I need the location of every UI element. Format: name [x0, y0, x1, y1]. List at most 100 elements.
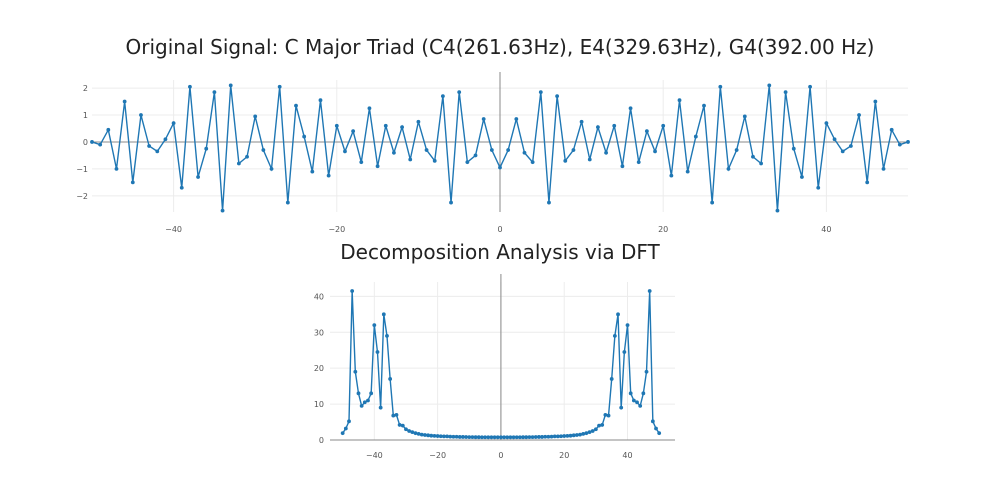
dft-data-point [442, 434, 446, 439]
signal-data-point [587, 157, 592, 162]
dft-data-point [454, 434, 459, 439]
chart-title-dft: Decomposition Analysis via DFT [340, 240, 660, 264]
signal-data-point [155, 149, 160, 154]
signal-data-point [106, 127, 111, 132]
signal-data-point [669, 173, 674, 178]
signal-data-point [343, 149, 347, 154]
dft-data-point [625, 323, 630, 327]
signal-data-point [204, 146, 209, 151]
signal-data-point [759, 161, 764, 166]
dft-data-point [628, 391, 633, 396]
dft-data-point [502, 435, 506, 440]
dft-data-point [641, 391, 646, 396]
signal-data-point [318, 98, 323, 103]
dft-data-point [540, 435, 544, 439]
dft-y-tick-label: 10 [314, 400, 324, 409]
signal-data-point [824, 121, 829, 126]
dft-data-point [483, 435, 487, 440]
signal-data-point [579, 119, 584, 124]
dft-data-point [635, 400, 639, 405]
dft-y-tick-label: 30 [314, 328, 324, 337]
signal-data-point [400, 125, 404, 130]
dft-data-point [438, 434, 443, 439]
dft-x-tick-label: 40 [622, 451, 632, 460]
dft-data-point [464, 435, 469, 439]
signal-data-point [188, 84, 192, 89]
signal-data-point [897, 142, 902, 147]
signal-y-tick-label: −1 [76, 165, 88, 174]
dft-data-point [511, 435, 516, 440]
dft-y-tick-label: 40 [314, 292, 324, 301]
dft-data-point [470, 435, 475, 440]
dft-data-point [366, 398, 370, 403]
signal-data-point [636, 160, 641, 165]
dft-data-point [372, 323, 377, 327]
dft-data-point [359, 403, 364, 408]
signal-data-point [702, 103, 706, 108]
signal-data-point [449, 200, 453, 205]
signal-data-point [285, 200, 290, 205]
signal-data-point [889, 127, 894, 132]
dft-y-tick-label: 0 [319, 436, 324, 445]
dft-data-point [499, 435, 503, 440]
signal-data-point [775, 208, 780, 213]
signal-data-point [906, 140, 910, 144]
signal-data-point [555, 94, 560, 99]
signal-data-point [326, 173, 331, 178]
signal-data-point [171, 121, 176, 126]
dft-data-point [593, 427, 598, 432]
signal-data-point [163, 137, 168, 142]
dft-data-point [461, 435, 465, 439]
dft-data-point [381, 312, 386, 317]
signal-y-tick-label: 2 [83, 84, 88, 93]
dft-data-point [445, 434, 450, 439]
signal-data-point [857, 113, 861, 117]
signal-data-point [563, 158, 568, 163]
signal-data-point [800, 175, 804, 179]
dft-data-point [647, 289, 652, 293]
dft-data-point [423, 433, 427, 437]
dft-data-point [397, 423, 402, 427]
dft-data-point [457, 435, 462, 439]
signal-data-point [440, 94, 445, 99]
signal-x-tick-label: 40 [821, 225, 831, 234]
dft-data-point [571, 433, 576, 438]
signal-data-point [783, 90, 788, 95]
dft-data-point [644, 369, 649, 374]
signal-data-point [310, 169, 315, 174]
dft-data-point [340, 431, 345, 436]
dft-data-point [650, 419, 655, 424]
dft-data-point [426, 433, 431, 438]
signal-data-point [808, 84, 812, 89]
dft-data-point [631, 398, 636, 403]
dft-data-point [521, 435, 525, 440]
dft-data-point [533, 435, 538, 439]
signal-x-tick-label: −20 [328, 225, 345, 234]
dft-data-point [356, 391, 361, 396]
dft-data-point [555, 434, 560, 439]
signal-data-point [261, 148, 266, 152]
dft-data-point [600, 423, 605, 427]
signal-data-point [269, 166, 274, 171]
dft-data-point [524, 435, 529, 440]
signal-data-point [742, 114, 747, 119]
dft-data-point [476, 435, 481, 440]
signal-data-point [130, 180, 135, 185]
signal-data-point [620, 164, 625, 169]
dft-data-point [413, 431, 418, 436]
signal-data-point [432, 158, 437, 163]
dft-data-point [508, 435, 513, 440]
dft-data-point [657, 431, 662, 436]
signal-data-point [359, 160, 364, 165]
signal-data-point [767, 83, 772, 88]
signal-data-point [718, 84, 723, 89]
signal-data-point [881, 166, 886, 171]
dft-data-point [606, 413, 611, 418]
dft-data-point [489, 435, 494, 440]
signal-x-tick-label: 0 [497, 225, 502, 234]
signal-data-point [644, 129, 649, 134]
signal-data-point [726, 166, 731, 171]
signal-data-point [98, 142, 103, 147]
signal-data-point [832, 137, 837, 142]
signal-data-point [236, 161, 241, 166]
